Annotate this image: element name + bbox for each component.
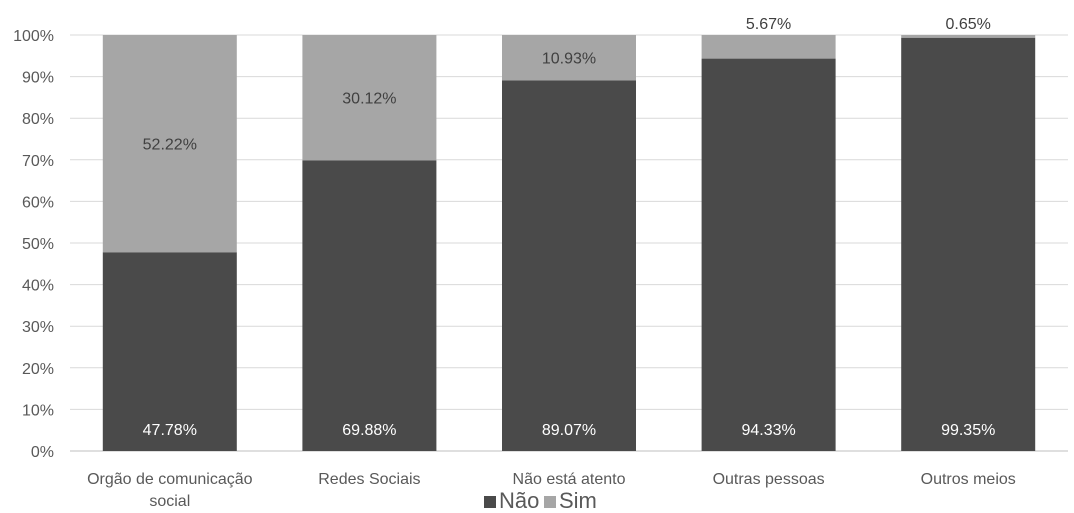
- legend-swatch: [544, 496, 556, 508]
- y-tick-label: 40%: [22, 278, 54, 295]
- data-label: 10.93%: [542, 51, 596, 68]
- y-tick-label: 30%: [22, 319, 54, 336]
- bars: [102, 35, 1036, 452]
- x-category-label: Outros meios: [921, 471, 1016, 488]
- legend: Não Sim: [484, 488, 597, 513]
- x-axis: Orgão de comunicação social Redes Sociais N…: [87, 471, 1016, 510]
- bar-segment: [302, 160, 437, 451]
- data-label: 89.07%: [542, 422, 596, 439]
- data-label: 69.88%: [342, 422, 396, 439]
- y-tick-label: 90%: [22, 70, 54, 87]
- data-labels: 47.78% 52.22% 69.88% 30.12% 89.07% 10.93% 94.3…: [143, 16, 996, 439]
- legend-label: Não: [499, 488, 539, 513]
- y-tick-label: 50%: [22, 236, 54, 253]
- legend-swatch: [484, 496, 496, 508]
- legend-label: Sim: [559, 488, 597, 513]
- bar-segment: [901, 35, 1036, 38]
- bar-segment: [901, 37, 1036, 451]
- y-tick-label: 80%: [22, 111, 54, 128]
- bar-segment: [502, 35, 636, 81]
- bar-segment: [102, 35, 237, 253]
- data-label: 0.65%: [946, 16, 991, 33]
- x-category-label: Orgão de comunicação: [87, 471, 253, 488]
- x-category-label: Não está atento: [513, 471, 626, 488]
- data-label: 30.12%: [342, 91, 396, 108]
- y-tick-label: 10%: [22, 402, 54, 419]
- bar-segment: [701, 35, 836, 59]
- x-category-label: Outras pessoas: [713, 471, 825, 488]
- x-category-label: social: [149, 493, 190, 510]
- bar-segment: [502, 80, 636, 451]
- bar-segment: [102, 252, 237, 451]
- y-axis: 0% 10% 20% 30% 40% 50% 60% 70% 80% 90% 100%: [13, 28, 54, 461]
- y-tick-label: 0%: [31, 444, 54, 461]
- y-tick-label: 20%: [22, 361, 54, 378]
- y-tick-label: 60%: [22, 194, 54, 211]
- x-category-label: Redes Sociais: [318, 471, 420, 488]
- y-tick-label: 70%: [22, 153, 54, 170]
- bar-segment: [302, 35, 437, 161]
- data-label: 5.67%: [746, 16, 791, 33]
- data-label: 47.78%: [143, 422, 197, 439]
- y-tick-label: 100%: [13, 28, 54, 45]
- data-label: 94.33%: [741, 422, 795, 439]
- data-label: 52.22%: [143, 137, 197, 154]
- data-label: 99.35%: [941, 422, 995, 439]
- bar-segment: [701, 58, 836, 452]
